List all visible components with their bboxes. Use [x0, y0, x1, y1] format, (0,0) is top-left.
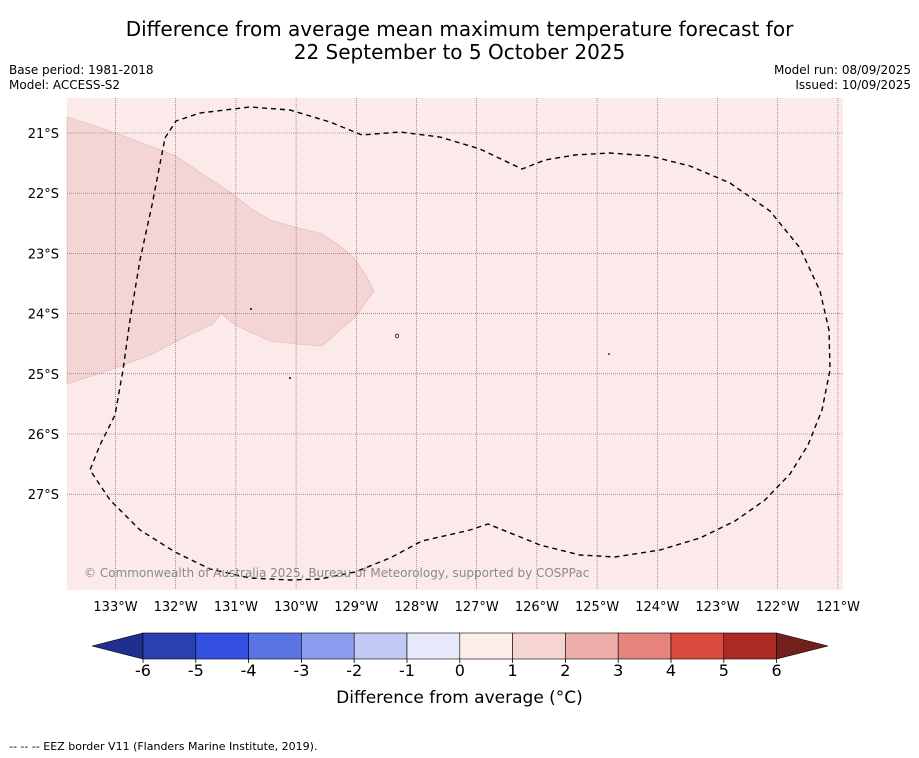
title-line-1: Difference from average mean maximum tem… [125, 17, 794, 41]
colorbar-tick-label: -6 [135, 661, 151, 680]
lon-label: 128°W [394, 600, 438, 615]
lat-label: 25°S [28, 368, 59, 383]
colorbar-tick-label: -5 [188, 661, 204, 680]
copyright-notice: © Commonwealth of Australia 2025, Bureau… [84, 566, 589, 580]
meta-right: Model run: 08/09/2025 Issued: 10/09/2025 [774, 63, 911, 93]
graticule [67, 98, 843, 590]
colorbar-tick-label: 4 [666, 661, 676, 680]
lon-label: 133°W [93, 600, 137, 615]
colorbar-bin [459, 632, 513, 660]
colorbar-tick-label: 5 [719, 661, 729, 680]
colorbar-bin [142, 632, 197, 660]
lat-label: 26°S [28, 428, 59, 443]
lon-label: 131°W [214, 600, 258, 615]
colorbar-tick-label: 1 [508, 661, 518, 680]
lon-label: 132°W [154, 600, 198, 615]
lat-label: 22°S [28, 187, 59, 202]
model-name: Model: ACCESS-S2 [9, 78, 121, 92]
lon-label: 126°W [515, 600, 559, 615]
island [250, 308, 252, 310]
colorbar-extend-high [776, 632, 829, 660]
colorbar-bin [248, 632, 302, 660]
lon-label: 124°W [635, 600, 679, 615]
colorbar-label: Difference from average (°C) [336, 688, 583, 708]
base-period: Base period: 1981-2018 [9, 63, 154, 77]
lon-label: 121°W [816, 600, 860, 615]
footnote: -- -- -- EEZ border V11 (Flanders Marine… [9, 740, 318, 753]
colorbar-extend-low [91, 632, 144, 660]
colorbar-bin [195, 632, 249, 660]
meta-left: Base period: 1981-2018 Model: ACCESS-S2 [9, 63, 154, 93]
lat-label: 27°S [28, 488, 59, 503]
anomaly-region [66, 116, 375, 385]
colorbar-tick-label: -4 [241, 661, 257, 680]
longitude-labels: 133°W 132°W 131°W 130°W 129°W 128°W 127°W 126°W… [93, 600, 860, 615]
lat-label: 23°S [28, 247, 59, 262]
lon-label: 127°W [455, 600, 499, 615]
latitude-labels: 21°S 22°S 23°S 24°S 25°S 26°S 27°S [28, 127, 59, 503]
colorbar-tick-label: -1 [399, 661, 415, 680]
islands [250, 308, 610, 379]
lon-label: 130°W [274, 600, 318, 615]
colorbar-tick-label: 3 [613, 661, 623, 680]
colorbar-bin [670, 632, 725, 660]
colorbar-tick-label: -3 [293, 661, 309, 680]
eez-border [89, 106, 831, 581]
colorbar [91, 632, 829, 660]
model-run: Model run: 08/09/2025 [773, 63, 911, 77]
lon-label: 129°W [334, 600, 378, 615]
colorbar-bin [617, 632, 672, 660]
island [394, 333, 399, 339]
map-title: Difference from average mean maximum tem… [0, 18, 919, 64]
colorbar-tick-label: 6 [772, 661, 782, 680]
map-panel: © Commonwealth of Australia 2025, Bureau… [66, 98, 843, 590]
colorbar-bin [353, 632, 408, 660]
colorbar-bin [512, 632, 566, 660]
lon-label: 123°W [695, 600, 739, 615]
colorbar-tick-label: 0 [455, 661, 465, 680]
colorbar-tick-label: -2 [346, 661, 362, 680]
colorbar-bin [723, 632, 777, 660]
lat-label: 21°S [28, 127, 59, 142]
island [608, 353, 610, 355]
colorbar-ticks: -6 -5 -4 -3 -2 -1 0 1 2 3 4 5 6 [135, 659, 782, 680]
lon-label: 125°W [575, 600, 619, 615]
colorbar-bin [406, 632, 461, 660]
colorbar-bin [301, 632, 355, 660]
colorbar-bin [565, 632, 619, 660]
lon-label: 122°W [756, 600, 800, 615]
issued-date: Issued: 10/09/2025 [795, 78, 911, 92]
island [289, 377, 291, 379]
colorbar-tick-label: 2 [560, 661, 570, 680]
lat-label: 24°S [28, 308, 59, 323]
title-line-2: 22 September to 5 October 2025 [293, 40, 626, 64]
